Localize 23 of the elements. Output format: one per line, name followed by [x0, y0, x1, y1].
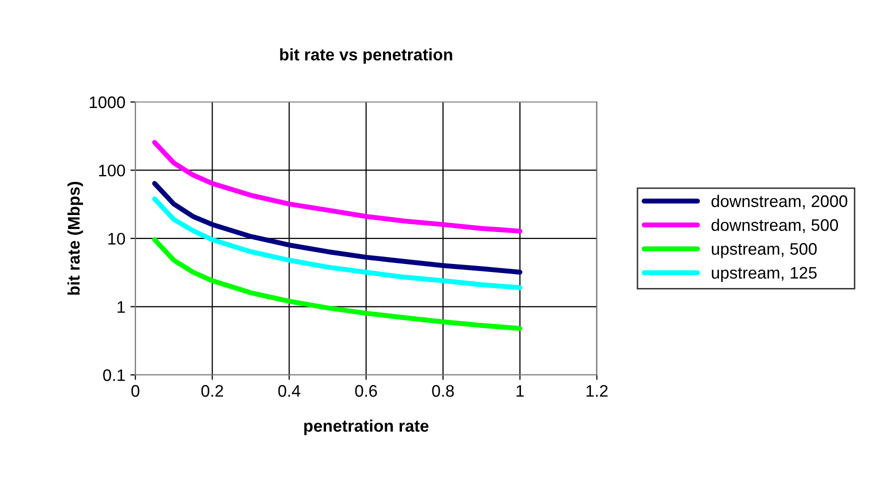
x-tick-label: 0.8 — [432, 385, 454, 397]
x-tick-label: 0 — [131, 385, 140, 397]
y-axis-title: bit rate (Mbps) — [67, 182, 84, 295]
line-series — [152, 237, 522, 331]
x-tick-label: 1 — [516, 385, 524, 397]
line-series — [152, 196, 522, 290]
x-tick-label: 1.2 — [586, 385, 608, 397]
legend-label: downstream, 2000 — [712, 194, 848, 210]
x-axis-title: penetration rate — [304, 420, 429, 436]
legend-label: downstream, 500 — [712, 218, 838, 233]
x-tick-label: 0.4 — [278, 385, 300, 397]
chart-title: bit rate vs penetration — [280, 48, 452, 64]
y-tick-label: 1 — [118, 301, 125, 313]
y-tick-label: 1000 — [90, 96, 125, 108]
y-tick-label: 10 — [108, 232, 125, 245]
y-tick-label: 0.1 — [103, 369, 125, 382]
legend-label: upstream, 500 — [712, 243, 817, 258]
x-tick-label: 0.2 — [201, 385, 224, 397]
x-tick-label: 0.6 — [355, 385, 377, 397]
legend-label: upstream, 125 — [712, 266, 817, 282]
y-tick-label: 100 — [99, 164, 125, 176]
line-series — [152, 140, 522, 234]
line-series — [152, 181, 522, 275]
